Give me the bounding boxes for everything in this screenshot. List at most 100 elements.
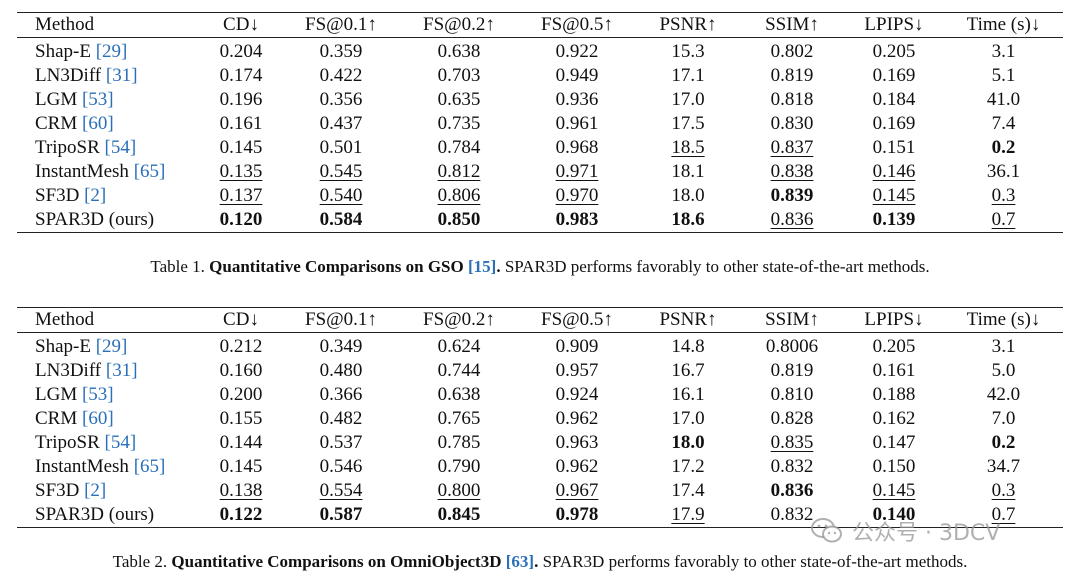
method-citation[interactable]: [29]: [95, 336, 128, 357]
cell-value: 0.161: [219, 113, 263, 134]
cell-value: 0.205: [872, 41, 916, 62]
method-citation[interactable]: [60]: [82, 113, 114, 134]
method-citation[interactable]: [65]: [133, 456, 166, 477]
cell-value: 41.0: [986, 89, 1021, 110]
value-cell: 0.819: [740, 64, 844, 88]
value-cell: 42.0: [944, 383, 1063, 407]
method-citation[interactable]: [31]: [105, 65, 138, 86]
method-cell: TripoSR [54]: [17, 136, 200, 160]
method-name: SF3D: [35, 480, 80, 501]
caption-citation[interactable]: [63]: [505, 552, 535, 571]
cell-value: 34.7: [986, 456, 1021, 477]
value-cell: 0.540: [282, 184, 400, 208]
column-header: SSIM↑: [765, 14, 819, 35]
value-cell: 0.963: [518, 431, 636, 455]
cell-value: 18.5: [671, 137, 705, 158]
method-citation[interactable]: [60]: [82, 408, 114, 429]
cell-value: 0.638: [437, 384, 481, 405]
cell-value: 0.970: [555, 185, 599, 206]
cell-value: 0.366: [319, 384, 363, 405]
cell-value: 0.501: [319, 137, 363, 158]
column-header: LPIPS↓: [864, 309, 924, 330]
cell-value: 0.924: [555, 384, 599, 405]
table-row: CRM [60] 0.161 0.437 0.735 0.961 17.5 0.830 0.1…: [17, 112, 1063, 136]
value-cell: 0.160: [200, 359, 282, 383]
table-2-header-row: Method CD↓ FS@0.1↑ FS@0.2↑ FS@0.5↑ PSNR↑ SSIM↑…: [17, 307, 1063, 333]
method-citation[interactable]: [53]: [81, 384, 114, 405]
cell-value: 17.0: [671, 89, 705, 110]
method-citation[interactable]: [2]: [84, 185, 107, 206]
value-cell: 15.3: [636, 38, 740, 65]
method-citation[interactable]: [54]: [104, 137, 137, 158]
value-cell: 0.8006: [740, 333, 844, 360]
caption-text: SPAR3D performs favorably to other state…: [500, 257, 930, 276]
cell-value: 0.836: [770, 480, 814, 501]
cell-value: 0.184: [872, 89, 916, 110]
cell-value: 16.1: [671, 384, 705, 405]
value-cell: 0.922: [518, 38, 636, 65]
value-cell: 0.482: [282, 407, 400, 431]
method-name: CRM: [35, 113, 78, 134]
method-name: InstantMesh: [35, 456, 129, 477]
cell-value: 0.845: [437, 504, 481, 525]
table-row: SF3D [2] 0.138 0.554 0.800 0.967 17.4 0.836 0.1…: [17, 479, 1063, 503]
value-cell: 0.835: [740, 431, 844, 455]
value-cell: 0.810: [740, 383, 844, 407]
method-name: Shap-E: [35, 41, 91, 62]
cell-value: 0.835: [770, 432, 814, 453]
cell-value: 7.0: [991, 408, 1016, 429]
value-cell: 7.0: [944, 407, 1063, 431]
method-cell: CRM [60]: [17, 112, 200, 136]
cell-value: 0.838: [770, 161, 814, 182]
cell-value: 0.837: [770, 137, 814, 158]
cell-value: 0.949: [555, 65, 599, 86]
value-cell: 7.4: [944, 112, 1063, 136]
method-citation[interactable]: [65]: [133, 161, 166, 182]
cell-value: 3.1: [991, 41, 1016, 62]
method-name: SF3D: [35, 185, 80, 206]
cell-value: 15.3: [671, 41, 705, 62]
value-cell: 0.845: [400, 503, 518, 528]
caption-citation[interactable]: [15]: [467, 257, 497, 276]
value-cell: 0.790: [400, 455, 518, 479]
cell-value: 7.4: [991, 113, 1016, 134]
cell-value: 0.957: [555, 360, 599, 381]
value-cell: 3.1: [944, 333, 1063, 360]
table-row: Shap-E [29] 0.212 0.349 0.624 0.909 14.8 0.800…: [17, 333, 1063, 360]
value-cell: 0.480: [282, 359, 400, 383]
value-cell: 17.0: [636, 407, 740, 431]
value-cell: 0.812: [400, 160, 518, 184]
method-citation[interactable]: [31]: [105, 360, 138, 381]
watermark-text: 公众号 · 3DCV: [852, 521, 1001, 546]
value-cell: 3.1: [944, 38, 1063, 65]
method-citation[interactable]: [2]: [84, 480, 107, 501]
cell-value: 0.162: [872, 408, 916, 429]
cell-value: 0.554: [319, 480, 363, 501]
method-citation[interactable]: [53]: [81, 89, 114, 110]
value-cell: 0.836: [740, 208, 844, 233]
value-cell: 18.0: [636, 431, 740, 455]
value-cell: 0.135: [200, 160, 282, 184]
value-cell: 0.924: [518, 383, 636, 407]
method-cell: TripoSR [54]: [17, 431, 200, 455]
cell-value: 0.3: [991, 185, 1016, 206]
value-cell: 0.3: [944, 479, 1063, 503]
column-header: FS@0.5↑: [541, 309, 613, 330]
cell-value: 0.819: [770, 360, 814, 381]
cell-value: 3.1: [991, 336, 1016, 357]
value-cell: 0.703: [400, 64, 518, 88]
method-cell: Shap-E [29]: [17, 333, 200, 360]
table-row: SF3D [2] 0.137 0.540 0.806 0.970 18.0 0.839 0.1…: [17, 184, 1063, 208]
value-cell: 16.1: [636, 383, 740, 407]
cell-value: 0.482: [319, 408, 363, 429]
cell-value: 0.812: [437, 161, 481, 182]
value-cell: 0.584: [282, 208, 400, 233]
value-cell: 18.0: [636, 184, 740, 208]
method-cell: CRM [60]: [17, 407, 200, 431]
method-citation[interactable]: [29]: [95, 41, 128, 62]
cell-value: 0.703: [437, 65, 481, 86]
method-citation[interactable]: [54]: [104, 432, 137, 453]
cell-value: 0.828: [770, 408, 814, 429]
cell-value: 36.1: [986, 161, 1021, 182]
value-cell: 0.624: [400, 333, 518, 360]
